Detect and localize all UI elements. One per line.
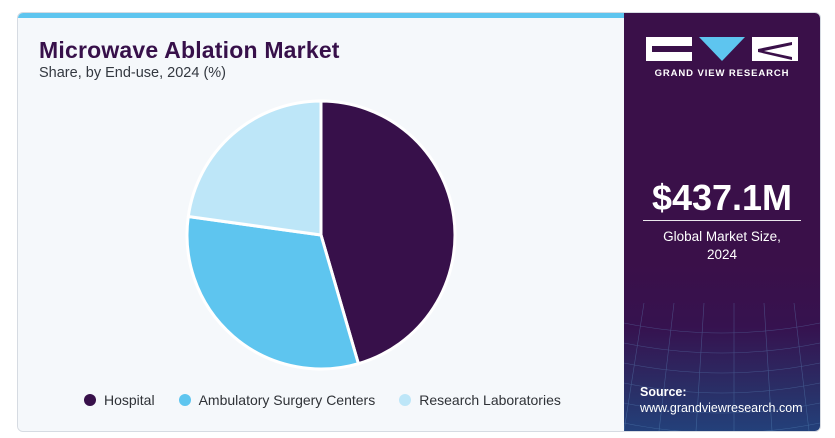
legend-swatch-hospital <box>84 394 96 406</box>
grid-decoration <box>624 303 820 431</box>
stat-divider <box>643 220 801 221</box>
source-label: Source: <box>640 385 687 399</box>
legend-item-ambulatory-surgery-centers: Ambulatory Surgery Centers <box>178 392 376 408</box>
caption-line-2: 2024 <box>706 247 738 262</box>
legend-item-hospital: Hospital <box>84 392 155 408</box>
chart-subtitle: Share, by End-use, 2024 (%) <box>39 65 226 81</box>
pie-slice-research-laboratories <box>186 99 323 237</box>
legend-label-hospital: Hospital <box>104 392 155 408</box>
chart-panel: Microwave Ablation Market Share, by End-… <box>18 13 624 431</box>
legend-item-research-laboratories: Research Laboratories <box>399 392 561 408</box>
gvr-logo-icon <box>646 37 798 61</box>
infographic-card: Microwave Ablation Market Share, by End-… <box>17 12 821 432</box>
legend-swatch-research-laboratories <box>399 394 412 406</box>
pie-slice-hospital <box>319 99 457 366</box>
chart-title: Microwave Ablation Market <box>39 37 340 63</box>
market-size-caption: Global Market Size, 2024 <box>646 228 798 264</box>
legend-label-research-laboratories: Research Laboratories <box>419 392 561 408</box>
market-size-value: $437.1M <box>651 177 793 218</box>
pie-slice-ambulatory-surgery-centers <box>185 215 360 371</box>
accent-bar <box>18 13 624 18</box>
brand-name: GRAND VIEW RESEARCH <box>654 68 790 79</box>
legend-label-ambulatory-surgery-centers: Ambulatory Surgery Centers <box>198 392 376 408</box>
source-url[interactable]: www.grandviewresearch.com <box>640 401 803 415</box>
chart-legend: Hospital Ambulatory Surgery Centers Rese… <box>84 392 585 408</box>
brand-panel: GRAND VIEW RESEARCH $437.1M Global Marke… <box>624 13 820 431</box>
legend-swatch-ambulatory-surgery-centers <box>178 394 191 406</box>
pie-chart <box>185 99 457 371</box>
caption-line-1: Global Market Size, <box>663 229 781 244</box>
